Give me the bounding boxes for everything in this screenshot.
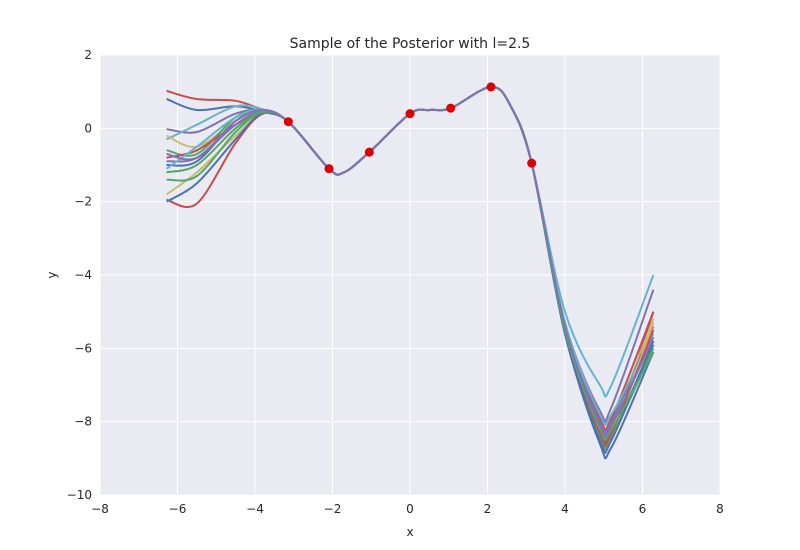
x-tick-label: −4 <box>246 502 264 516</box>
observation-point <box>283 117 293 127</box>
x-tick-label: 6 <box>639 502 647 516</box>
y-tick-label: −2 <box>74 195 92 209</box>
observation-point <box>405 109 415 119</box>
observation-point <box>527 158 537 168</box>
series-layer <box>166 85 655 460</box>
x-tick-label: 4 <box>561 502 569 516</box>
x-tick-label: −2 <box>324 502 342 516</box>
observation-points <box>283 82 537 174</box>
x-tick-label: 8 <box>716 502 724 516</box>
x-tick-label: −8 <box>91 502 109 516</box>
posterior-sample-line-16 <box>166 85 655 438</box>
y-tick-label: −8 <box>74 415 92 429</box>
x-tick-label: −6 <box>169 502 187 516</box>
observation-point <box>486 82 496 92</box>
grid <box>99 54 721 496</box>
y-tick-label: 2 <box>84 48 92 62</box>
chart-title: Sample of the Posterior with l=2.5 <box>290 36 531 52</box>
observation-point <box>364 147 374 157</box>
x-tick-label: 0 <box>406 502 414 516</box>
x-tick-label: 2 <box>484 502 492 516</box>
y-tick-label: −6 <box>74 341 92 355</box>
tick-labels: −8 −6 −4 −2 0 2 4 6 820−2−4−6−8−10 <box>67 48 724 516</box>
y-tick-label: 0 <box>84 121 92 135</box>
y-axis-label: y <box>45 271 59 278</box>
y-tick-label: −4 <box>74 268 92 282</box>
observation-point <box>446 103 456 113</box>
y-tick-label: −10 <box>67 488 92 502</box>
observation-point <box>324 164 334 174</box>
x-axis-label: x <box>406 525 413 539</box>
